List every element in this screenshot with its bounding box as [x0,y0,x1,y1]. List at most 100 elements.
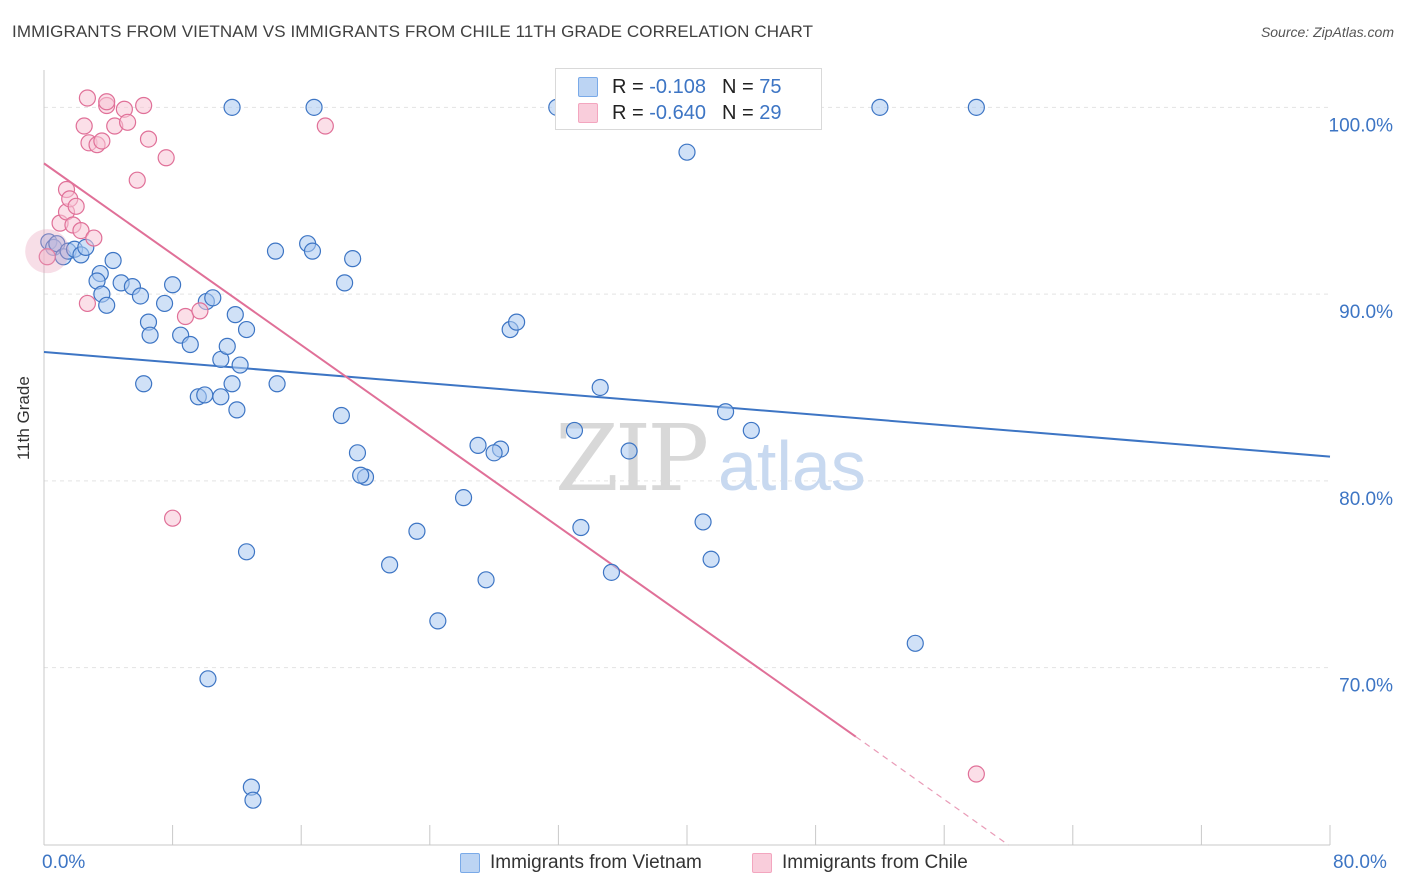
point-immigrants-from-vietnam [164,276,182,294]
point-immigrants-from-chile [967,765,985,783]
legend-swatch-chile [752,853,772,873]
point-immigrants-from-vietnam [155,294,174,313]
legend-r-value: -0.640 [649,101,706,124]
point-immigrants-from-chile [316,117,334,135]
chart-source: Source: ZipAtlas.com [1260,24,1394,40]
y-tick-label: 90.0% [1339,302,1393,323]
point-immigrants-from-vietnam [348,444,367,462]
legend-row-chile: R = -0.640 N = 29 [578,100,781,126]
y-tick-label: 70.0% [1339,676,1393,697]
point-immigrants-from-vietnam [336,274,354,292]
point-immigrants-from-vietnam [332,406,350,425]
overlap-cluster [25,229,70,274]
point-immigrants-from-chile [164,509,182,527]
legend-n-label: N = [721,75,754,98]
legend-swatch-vietnam [578,77,598,97]
point-immigrants-from-vietnam [268,375,286,393]
point-immigrants-from-chile [75,117,93,135]
point-immigrants-from-vietnam [199,670,217,688]
point-immigrants-from-vietnam [196,386,214,404]
point-immigrants-from-vietnam [871,98,889,116]
point-immigrants-from-chile [72,222,90,240]
point-immigrants-from-chile [191,302,209,320]
point-immigrants-from-vietnam [694,513,712,531]
point-immigrants-from-vietnam [141,326,159,344]
point-immigrants-from-vietnam [237,320,256,339]
point-immigrants-from-vietnam [469,436,487,454]
point-immigrants-from-vietnam [408,522,426,540]
point-immigrants-from-vietnam [565,421,584,440]
correlation-legend: R = -0.108 N = 75 R = -0.640 N = 29 [555,68,822,130]
point-immigrants-from-vietnam [223,98,241,116]
point-immigrants-from-vietnam [602,563,621,581]
point-immigrants-from-chile [98,93,116,111]
point-immigrants-from-chile [118,113,137,131]
legend-label-chile: Immigrants from Chile [782,852,968,873]
legend-n-label: N = [721,101,754,124]
trend-line-extension-immigrants-from-chile [855,736,1009,846]
point-immigrants-from-chile [139,130,158,148]
legend-label-vietnam: Immigrants from Vietnam [490,852,702,873]
point-immigrants-from-vietnam [344,250,362,268]
y-tick-label: 80.0% [1339,489,1393,510]
point-immigrants-from-vietnam [204,289,222,307]
point-immigrants-from-vietnam [231,356,249,374]
point-immigrants-from-vietnam [485,444,503,462]
legend-row-vietnam: R = -0.108 N = 75 [578,74,781,100]
legend-r-label: R = [612,75,644,98]
point-immigrants-from-vietnam [104,251,122,270]
point-immigrants-from-vietnam [381,556,399,574]
point-immigrants-from-chile [135,96,153,115]
legend-n-value: 29 [759,101,782,124]
trend-line-immigrants-from-vietnam [43,350,1331,458]
point-immigrants-from-vietnam [967,98,985,116]
legend-r-value: -0.108 [649,75,706,98]
watermark: ZIPatlas [555,405,866,512]
point-immigrants-from-vietnam [303,242,322,260]
point-immigrants-from-vietnam [135,375,153,393]
point-immigrants-from-vietnam [678,143,696,161]
legend-n-value: 75 [759,75,782,98]
point-immigrants-from-vietnam [212,388,230,406]
point-immigrants-from-vietnam [244,791,262,809]
point-immigrants-from-vietnam [906,634,924,652]
point-immigrants-from-chile [176,307,195,326]
point-immigrants-from-chile [78,89,97,107]
point-immigrants-from-vietnam [572,518,590,537]
point-immigrants-from-chile [93,132,111,150]
point-immigrants-from-vietnam [237,543,256,561]
point-immigrants-from-vietnam [620,442,638,460]
point-immigrants-from-vietnam [181,335,199,354]
x-tick-label-min: 0.0% [42,852,86,873]
point-immigrants-from-vietnam [266,242,285,260]
legend-item-chile[interactable]: Immigrants from Chile [752,852,968,874]
point-immigrants-from-vietnam [429,612,447,630]
point-immigrants-from-chile [128,171,146,189]
point-immigrants-from-chile [85,229,103,247]
point-immigrants-from-vietnam [131,287,150,305]
point-immigrants-from-vietnam [352,466,370,484]
point-immigrants-from-vietnam [508,313,526,331]
y-tick-label: 100.0% [1329,115,1394,136]
point-immigrants-from-vietnam [98,296,116,314]
point-immigrants-from-vietnam [742,421,760,440]
point-immigrants-from-vietnam [702,550,720,568]
point-immigrants-from-chile [157,149,175,167]
point-immigrants-from-chile [38,248,56,266]
point-immigrants-from-vietnam [454,489,473,507]
point-immigrants-from-vietnam [716,403,735,421]
y-tick-labels: 70.0% 80.0% 90.0% 100.0% [1329,115,1394,696]
watermark-atlas: atlas [718,427,866,505]
point-immigrants-from-vietnam [218,337,236,355]
legend-r-label: R = [612,101,644,124]
point-immigrants-from-vietnam [305,98,323,116]
point-immigrants-from-chile [67,197,85,215]
point-immigrants-from-vietnam [591,378,609,397]
legend-swatch-vietnam [460,853,480,873]
point-immigrants-from-vietnam [223,375,241,393]
point-immigrants-from-chile [78,294,97,313]
axes [43,70,1331,846]
legend-item-vietnam[interactable]: Immigrants from Vietnam [460,852,702,874]
trend-line-immigrants-from-chile [43,162,857,738]
